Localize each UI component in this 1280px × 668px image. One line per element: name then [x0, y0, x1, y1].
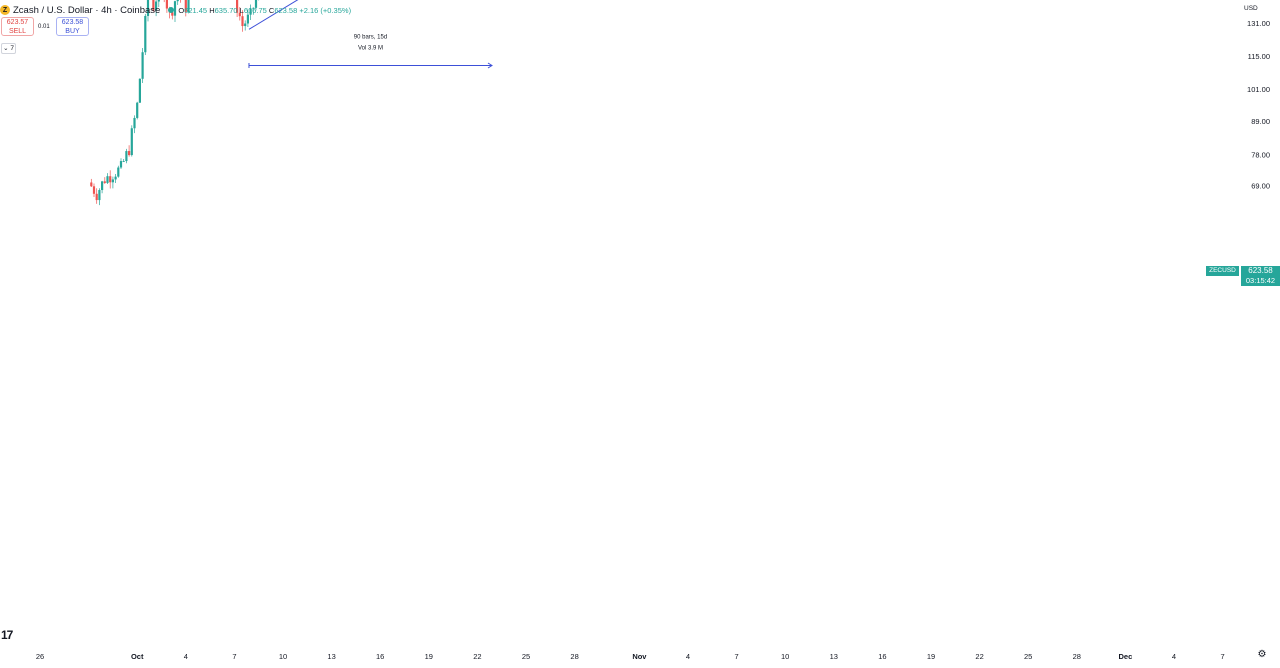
- candle-body: [122, 161, 125, 162]
- price-tick: 89.00: [1251, 117, 1270, 126]
- candle-body: [136, 102, 139, 118]
- candle-body: [152, 0, 155, 11]
- candle-body: [241, 16, 244, 27]
- price-tick: 115.00: [1248, 52, 1270, 61]
- time-tick: 10: [781, 652, 789, 661]
- candle-body: [141, 52, 144, 79]
- time-tick: 7: [735, 652, 739, 661]
- time-tick: 19: [425, 652, 433, 661]
- candle-body: [114, 176, 117, 180]
- candle-body: [98, 190, 101, 201]
- time-tick: 26: [36, 652, 44, 661]
- candle-body: [171, 12, 174, 16]
- candle-body: [252, 7, 255, 9]
- time-tick: 19: [927, 652, 935, 661]
- price-tick: 101.00: [1247, 85, 1270, 94]
- time-tick: 22: [975, 652, 983, 661]
- sell-button[interactable]: 623.57 SELL: [1, 17, 34, 36]
- indicators-collapse-button[interactable]: ⌄ 7: [1, 43, 16, 54]
- candle-body: [144, 15, 147, 53]
- time-tick: 16: [878, 652, 886, 661]
- time-tick: 28: [570, 652, 578, 661]
- time-tick: Oct: [131, 652, 144, 661]
- candles: [90, 0, 260, 206]
- candle-body: [165, 0, 168, 9]
- market-open-dot-icon: [168, 7, 175, 13]
- time-tick: 13: [327, 652, 335, 661]
- last-price-tag: 623.58: [1241, 266, 1280, 276]
- candle-body: [133, 117, 136, 129]
- candle-body: [125, 151, 128, 162]
- candle-body: [138, 78, 141, 103]
- buy-price: 623.58: [61, 19, 84, 26]
- candle-body: [111, 179, 114, 183]
- candle-body: [246, 14, 249, 24]
- time-tick: 4: [686, 652, 690, 661]
- range-bars-label: 90 bars, 15d: [354, 34, 387, 40]
- time-tick: 4: [184, 652, 188, 661]
- range-arrowhead: [487, 62, 493, 69]
- buy-label: BUY: [65, 28, 80, 35]
- symbol-legend[interactable]: Z Zcash / U.S. Dollar · 4h · Coinbase O6…: [0, 3, 351, 17]
- price-axis: 131.00 115.00 101.00 89.00 78.00 69.00: [1247, 19, 1270, 191]
- time-tick: 7: [232, 652, 236, 661]
- price-tick: 131.00: [1247, 19, 1270, 28]
- candle-body: [146, 0, 150, 16]
- price-tick: 69.00: [1251, 182, 1270, 191]
- candle-body: [90, 182, 93, 187]
- symbol-title[interactable]: Zcash / U.S. Dollar · 4h · Coinbase: [13, 4, 161, 16]
- time-tick: 16: [376, 652, 384, 661]
- sell-price: 623.57: [6, 19, 29, 26]
- candle-body: [254, 0, 258, 8]
- symbol-price-tag: ZECUSD: [1206, 266, 1239, 276]
- time-tick: Nov: [632, 652, 647, 661]
- candle-body: [117, 167, 120, 177]
- candle-body: [128, 151, 131, 156]
- settings-gear-icon[interactable]: ⚙: [1257, 649, 1267, 660]
- tradingview-logo[interactable]: 17: [1, 628, 13, 642]
- candle-body: [173, 1, 177, 16]
- candle-body: [176, 0, 179, 2]
- time-tick: 13: [830, 652, 838, 661]
- time-axis: 26 Oct 4 7 10 13 16 19 22 25 28 Nov 4 7 10 13 16 19 22 25 28…: [36, 652, 1225, 661]
- candle-body: [119, 161, 123, 168]
- buy-button[interactable]: 623.58 BUY: [56, 17, 89, 36]
- sell-label: SELL: [8, 28, 27, 35]
- time-tick: 4: [1172, 652, 1176, 661]
- candle-body: [236, 0, 239, 13]
- candle-body: [95, 193, 98, 201]
- candle-body: [130, 128, 133, 156]
- change-value: +2.16 (+0.35%): [299, 5, 352, 15]
- time-tick: 25: [1024, 652, 1032, 661]
- zcash-coin-icon: Z: [0, 5, 10, 15]
- countdown-tag: 03:15:42: [1241, 276, 1280, 286]
- time-tick: 28: [1073, 652, 1081, 661]
- trendlines: [248, 0, 299, 30]
- candle-body: [157, 0, 160, 2]
- candle-body: [187, 0, 190, 12]
- candle-body: [101, 181, 104, 191]
- spread-value: 0.01: [38, 24, 50, 30]
- time-tick: 7: [1221, 652, 1225, 661]
- candle-body: [244, 23, 247, 27]
- candle-body: [106, 176, 109, 183]
- candle-body: [184, 0, 187, 12]
- candle-body: [249, 8, 252, 15]
- candle-body: [92, 186, 96, 194]
- time-tick: 25: [522, 652, 530, 661]
- time-tick: 22: [473, 652, 481, 661]
- candle-body: [238, 12, 241, 17]
- candle-body: [109, 176, 112, 183]
- ohlc-values: O621.45 H635.70 L616.75 C623.58 +2.16 (+…: [178, 5, 352, 15]
- candle-body: [103, 181, 106, 183]
- price-tick: 78.00: [1251, 151, 1270, 160]
- currency-label[interactable]: USD: [1244, 5, 1258, 12]
- range-volume-label: Vol 3.9 M: [358, 45, 383, 51]
- candle-body: [155, 1, 158, 11]
- time-tick: Dec: [1119, 652, 1133, 661]
- time-tick: 10: [279, 652, 287, 661]
